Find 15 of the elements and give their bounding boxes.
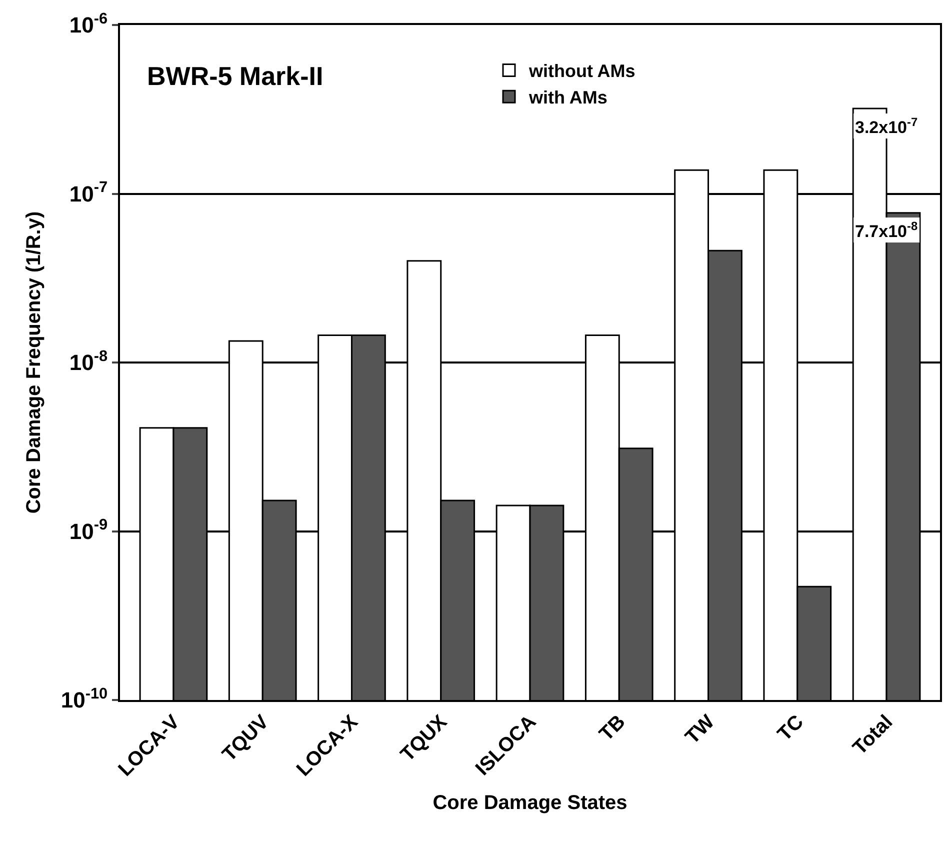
y-tick-label: 10$^{-8}$: [69, 348, 108, 376]
legend-label: with AMs: [528, 88, 608, 108]
y-tick-label: 10$^{-9}$: [69, 516, 108, 544]
y-tick-label: 10$^{-7}$: [69, 179, 108, 206]
y-tick-label: 10$^{-6}$: [69, 10, 108, 38]
text: BWR-5 Mark-II: [147, 61, 324, 91]
annotation: 3.2x10$^{-7}$: [855, 115, 918, 138]
y-tick-label: 10$^{-10}$: [60, 685, 108, 713]
x-tick-label: TB: [595, 711, 630, 746]
x-tick-label: TW: [681, 710, 719, 749]
x-axis-title: Core Damage States: [432, 792, 628, 814]
x-tick-label: TC: [774, 711, 808, 746]
y-axis-title: Core Damage Frequency (1/R.y): [22, 211, 45, 514]
legend-label: without AMs: [528, 61, 636, 82]
annotation: 7.7x10$^{-8}$: [855, 219, 918, 242]
